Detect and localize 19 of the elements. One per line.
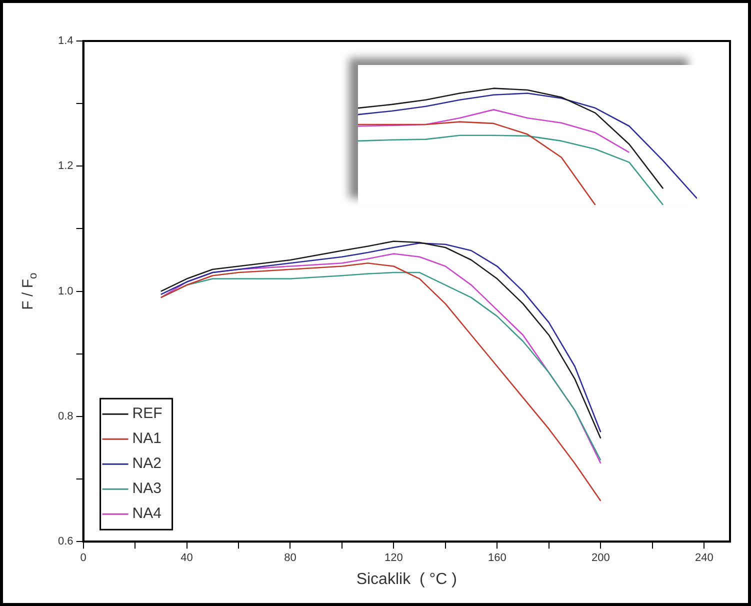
legend-label: NA1 xyxy=(132,430,162,448)
x-tick-label: 80 xyxy=(284,552,296,564)
legend-label: NA2 xyxy=(132,455,162,472)
x-axis-title: Sicaklik ( °C ) xyxy=(356,570,457,588)
legend-label: NA4 xyxy=(132,505,162,522)
legend-label: NA3 xyxy=(132,480,162,498)
x-tick-label: 160 xyxy=(488,552,506,564)
y-axis-title: F / Fo xyxy=(19,272,40,310)
x-tick-label: 120 xyxy=(384,552,403,564)
x-tick-label: 0 xyxy=(80,552,86,564)
y-tick-label: 0.8 xyxy=(58,410,74,422)
y-tick-label: 1.0 xyxy=(58,285,74,298)
y-tick-label: 1.4 xyxy=(58,35,74,48)
y-tick-label: 1.2 xyxy=(58,160,74,172)
x-tick-label: 200 xyxy=(591,552,610,564)
x-tick-label: 240 xyxy=(694,552,714,564)
y-tick-label: 0.6 xyxy=(58,536,74,548)
legend-label: REF xyxy=(132,405,162,422)
x-tick-label: 40 xyxy=(180,552,193,564)
